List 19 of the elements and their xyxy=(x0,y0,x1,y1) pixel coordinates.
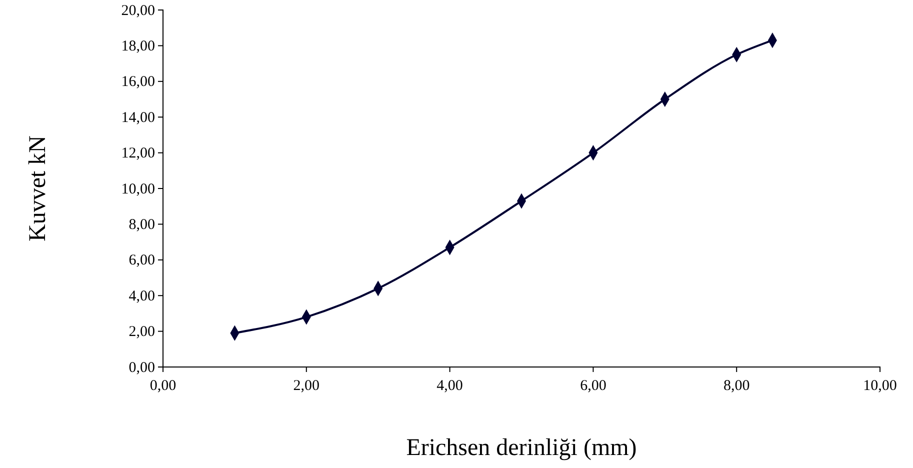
y-axis-title: Kuvvet kN xyxy=(25,136,51,242)
x-tick-label: 0,00 xyxy=(150,378,176,394)
x-tick-label: 2,00 xyxy=(293,378,320,394)
x-tick-label: 8,00 xyxy=(723,378,750,394)
y-tick-label: 6,00 xyxy=(128,252,155,269)
y-tick-label: 4,00 xyxy=(128,288,155,304)
x-tick-label: 6,00 xyxy=(580,378,606,394)
y-tick-label: 8,00 xyxy=(128,217,155,233)
x-tick-label: 4,00 xyxy=(436,378,463,394)
y-tick-label: 0,00 xyxy=(128,360,155,376)
x-tick-label: 10,00 xyxy=(863,378,897,394)
x-axis-title: Erichsen derinliği (mm) xyxy=(406,435,637,461)
y-tick-label: 20,00 xyxy=(121,2,155,19)
y-tick-label: 18,00 xyxy=(121,38,155,54)
y-tick-label: 2,00 xyxy=(128,324,155,340)
y-tick-label: 16,00 xyxy=(121,74,155,90)
y-tick-label: 10,00 xyxy=(121,181,155,198)
y-tick-label: 12,00 xyxy=(121,146,155,162)
y-tick-label: 14,00 xyxy=(121,110,155,126)
